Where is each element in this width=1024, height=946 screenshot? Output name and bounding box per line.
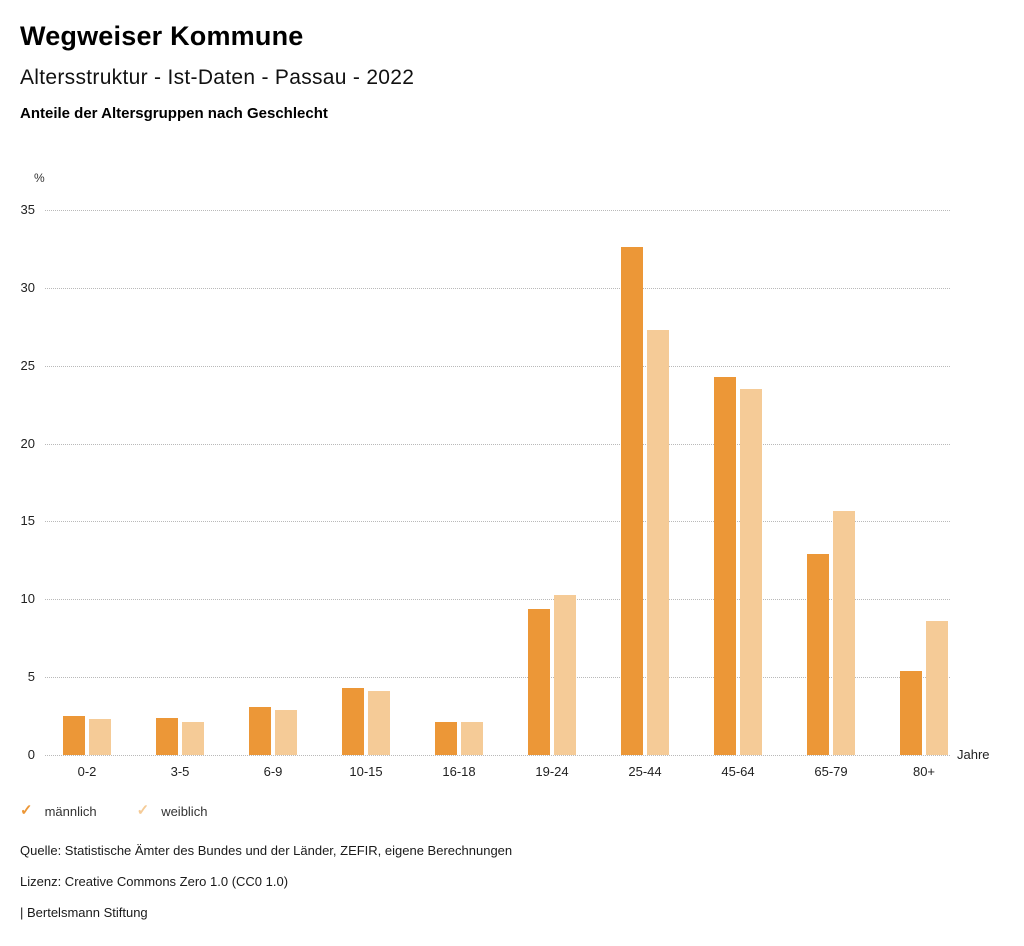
bar-männlich-10-15[interactable] <box>342 688 364 755</box>
x-tick-label-0-2: 0-2 <box>77 764 97 779</box>
bar-männlich-6-9[interactable] <box>249 707 271 755</box>
legend-item-maennlich[interactable]: ✓ männlich <box>20 802 97 820</box>
bar-weiblich-19-24[interactable] <box>554 595 576 755</box>
bar-männlich-80+[interactable] <box>900 671 922 755</box>
bar-männlich-45-64[interactable] <box>714 377 736 755</box>
x-tick-label-25-44: 25-44 <box>628 764 662 779</box>
y-tick-label-5: 5 <box>27 669 35 685</box>
y-tick-label-15: 15 <box>20 513 35 529</box>
x-tick-label-6-9: 6-9 <box>263 764 283 779</box>
legend-label-weiblich: weiblich <box>161 803 208 819</box>
legend-label-maennlich: männlich <box>44 803 97 819</box>
bar-weiblich-10-15[interactable] <box>368 691 390 755</box>
y-axis-unit-label: % <box>34 171 45 185</box>
x-tick-label-65-79: 65-79 <box>814 764 848 779</box>
license-text: Lizenz: Creative Commons Zero 1.0 (CC0 1… <box>20 874 289 889</box>
bar-männlich-0-2[interactable] <box>63 716 85 755</box>
bar-männlich-65-79[interactable] <box>807 554 829 755</box>
y-tick-label-30: 30 <box>20 279 35 295</box>
gridline-0 <box>45 755 950 756</box>
x-axis-unit-label: Jahre <box>957 747 990 762</box>
x-tick-label-80+: 80+ <box>912 764 936 779</box>
gridline-15 <box>45 521 950 523</box>
x-axis: 0-2 3-5 6-9 10-15 16-18 19-24 25-44 45-64 65-79 8… <box>45 764 950 782</box>
bar-weiblich-80+[interactable] <box>926 621 948 755</box>
bar-weiblich-65-79[interactable] <box>833 511 855 755</box>
x-tick-label-19-24: 19-24 <box>535 764 569 779</box>
gridline-10 <box>45 599 950 601</box>
bar-weiblich-16-18[interactable] <box>461 722 483 755</box>
bar-männlich-16-18[interactable] <box>435 722 457 755</box>
y-tick-label-0: 0 <box>27 747 35 762</box>
bar-weiblich-45-64[interactable] <box>740 389 762 755</box>
source-text: Quelle: Statistische Ämter des Bundes un… <box>20 843 513 858</box>
chart-title: Anteile der Altersgruppen nach Geschlech… <box>20 105 328 122</box>
legend-item-weiblich[interactable]: ✓ weiblich <box>137 802 208 820</box>
bar-weiblich-3-5[interactable] <box>182 722 204 755</box>
x-tick-label-45-64: 45-64 <box>721 764 755 779</box>
bar-männlich-3-5[interactable] <box>156 718 178 755</box>
legend: ✓ männlich ✓ weiblich <box>20 802 207 820</box>
x-tick-label-3-5: 3-5 <box>170 764 190 779</box>
bar-weiblich-25-44[interactable] <box>647 330 669 755</box>
y-tick-label-10: 10 <box>20 591 35 607</box>
bar-weiblich-0-2[interactable] <box>89 719 111 755</box>
x-tick-label-16-18: 16-18 <box>442 764 476 779</box>
bar-männlich-25-44[interactable] <box>621 247 643 755</box>
attribution-text: | Bertelsmann Stiftung <box>20 905 148 920</box>
gridline-25 <box>45 365 950 367</box>
bar-weiblich-6-9[interactable] <box>275 710 297 755</box>
weiblich-check-icon: ✓ <box>136 802 150 819</box>
app-title: Wegweiser Kommune <box>20 21 304 51</box>
gridline-20 <box>45 443 950 445</box>
y-tick-label-35: 35 <box>20 202 35 217</box>
bar-männlich-19-24[interactable] <box>528 609 550 755</box>
plot-area <box>45 210 950 756</box>
gridline-35 <box>45 210 950 211</box>
y-tick-label-20: 20 <box>20 435 35 451</box>
maennlich-check-icon: ✓ <box>20 802 33 819</box>
gridline-30 <box>45 287 950 289</box>
y-tick-label-25: 25 <box>20 357 35 373</box>
page-title: Altersstruktur - Ist-Daten - Passau - 20… <box>20 66 415 89</box>
gridline-5 <box>45 677 950 679</box>
y-axis: 0 5 10 15 20 25 30 35 <box>0 202 35 762</box>
x-tick-label-10-15: 10-15 <box>349 764 383 779</box>
